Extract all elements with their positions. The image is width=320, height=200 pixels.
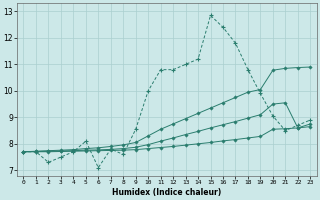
- X-axis label: Humidex (Indice chaleur): Humidex (Indice chaleur): [112, 188, 221, 197]
